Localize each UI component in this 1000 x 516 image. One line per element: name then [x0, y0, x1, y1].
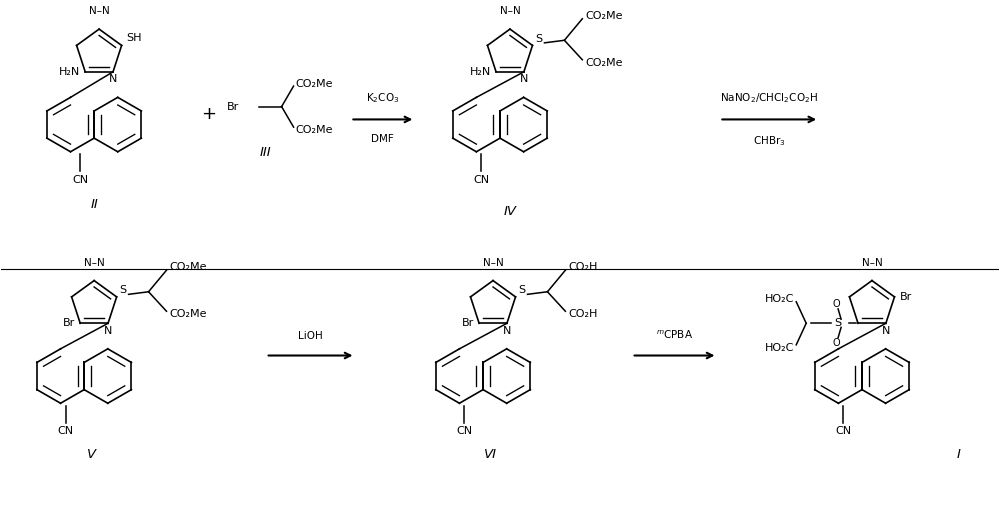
Text: $^{m}$CPBA: $^{m}$CPBA — [656, 329, 693, 341]
Text: CN: CN — [456, 426, 472, 437]
Text: II: II — [90, 198, 98, 211]
Text: CO₂Me: CO₂Me — [169, 262, 207, 272]
Text: N: N — [104, 326, 112, 336]
Text: N: N — [109, 74, 117, 85]
Text: Br: Br — [462, 318, 474, 328]
Text: CN: CN — [473, 175, 489, 185]
Text: N–N: N–N — [89, 6, 109, 17]
Text: HO₂C: HO₂C — [765, 343, 794, 353]
Text: III: III — [260, 147, 271, 159]
Text: N–N: N–N — [862, 258, 882, 268]
Text: CO₂Me: CO₂Me — [585, 11, 623, 21]
Text: CHBr$_3$: CHBr$_3$ — [753, 134, 786, 148]
Text: SH: SH — [127, 33, 142, 43]
Text: LiOH: LiOH — [298, 331, 323, 341]
Text: CO₂Me: CO₂Me — [585, 58, 623, 68]
Text: HO₂C: HO₂C — [765, 294, 794, 303]
Text: VI: VI — [484, 447, 497, 461]
Text: Br: Br — [899, 292, 912, 302]
Text: S: S — [535, 34, 543, 44]
Text: CO₂H: CO₂H — [568, 310, 598, 319]
Text: N–N: N–N — [483, 258, 503, 268]
Text: CN: CN — [57, 426, 74, 437]
Text: N: N — [520, 74, 528, 85]
Text: Br: Br — [63, 318, 75, 328]
Text: N–N: N–N — [84, 258, 105, 268]
Text: N–N: N–N — [500, 6, 520, 17]
Text: V: V — [87, 447, 96, 461]
Text: CO₂Me: CO₂Me — [169, 310, 207, 319]
Text: H₂N: H₂N — [59, 67, 80, 77]
Text: I: I — [957, 447, 961, 461]
Text: DMF: DMF — [371, 134, 394, 144]
Text: CN: CN — [72, 175, 89, 185]
Text: S: S — [834, 318, 841, 328]
Text: CO₂Me: CO₂Me — [296, 78, 333, 89]
Text: CN: CN — [835, 426, 851, 437]
Text: +: + — [201, 105, 216, 123]
Text: S: S — [519, 285, 526, 295]
Text: O: O — [832, 338, 840, 348]
Text: H₂N: H₂N — [470, 67, 491, 77]
Text: O: O — [832, 299, 840, 309]
Text: Br: Br — [226, 102, 239, 111]
Text: K$_2$CO$_3$: K$_2$CO$_3$ — [366, 91, 400, 105]
Text: N: N — [882, 326, 890, 336]
Text: S: S — [120, 285, 127, 295]
Text: NaNO$_2$/CHCl$_2$CO$_2$H: NaNO$_2$/CHCl$_2$CO$_2$H — [720, 91, 818, 105]
Text: CO₂Me: CO₂Me — [296, 125, 333, 135]
Text: IV: IV — [503, 205, 516, 218]
Text: N: N — [503, 326, 511, 336]
Text: CO₂H: CO₂H — [568, 262, 598, 272]
